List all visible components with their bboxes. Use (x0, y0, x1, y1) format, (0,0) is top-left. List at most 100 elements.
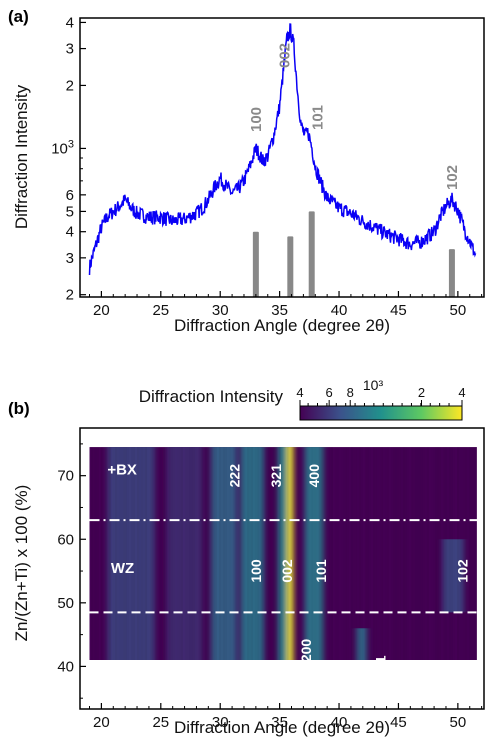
texture-stripe (155, 447, 157, 660)
heatmap-band-5 (240, 447, 265, 660)
texture-stripe (257, 447, 259, 660)
heatmap-y-tick-label-40: 40 (57, 658, 74, 675)
texture-stripe (261, 447, 263, 660)
texture-stripe (287, 447, 289, 660)
heatmap (89, 447, 477, 689)
texture-stripe (347, 447, 349, 660)
texture-stripe (311, 447, 313, 660)
texture-stripe (295, 447, 297, 660)
texture-stripe (361, 447, 363, 660)
texture-stripe (101, 447, 103, 660)
texture-stripe (213, 447, 215, 660)
texture-stripe (181, 447, 183, 660)
texture-stripe (229, 447, 231, 660)
texture-stripe (299, 447, 301, 660)
texture-stripe (150, 447, 151, 689)
reference-bars (252, 211, 455, 297)
panel-b-label: (b) (8, 399, 30, 418)
texture-stripe (375, 447, 377, 660)
texture-stripe (401, 447, 403, 660)
texture-stripe (297, 447, 299, 660)
texture-stripe (355, 447, 357, 660)
texture-stripe (187, 447, 189, 660)
heatmap-peak-label-400: 400 (306, 464, 322, 488)
heatmap-peak-label-101: 101 (313, 559, 329, 583)
texture-stripe (364, 447, 365, 689)
texture-stripe (457, 447, 459, 660)
texture-stripe (359, 447, 361, 660)
texture-stripe (279, 447, 281, 660)
colorbar-exponent: 10³ (363, 377, 384, 393)
colorbar-tick-label-1: 6 (326, 385, 333, 400)
reference-bar-2 (308, 211, 315, 297)
texture-stripe (351, 447, 353, 660)
texture-stripe (463, 447, 465, 660)
heatmap-y-tick-label-70: 70 (57, 468, 74, 485)
texture-stripe (244, 447, 245, 689)
texture-stripe (471, 447, 473, 660)
texture-stripe (334, 447, 335, 689)
texture-stripe (329, 447, 331, 660)
texture-stripe (219, 447, 221, 660)
texture-stripe (249, 447, 251, 660)
x-tick-label-25: 25 (152, 302, 169, 319)
texture-stripe (419, 447, 421, 660)
texture-stripe (445, 447, 447, 660)
texture-stripe (207, 447, 209, 660)
texture-stripe (275, 447, 277, 660)
x-tick-label-30: 30 (212, 302, 229, 319)
y-tick-label-5: 103 (51, 138, 74, 157)
phase-separators (89, 519, 484, 614)
peak-label-102: 102 (444, 165, 461, 190)
texture-stripe (386, 447, 387, 689)
texture-stripe (201, 447, 203, 660)
texture-stripe (109, 447, 111, 660)
reference-bar-1 (287, 236, 294, 297)
texture-stripe (331, 447, 333, 660)
texture-stripe (91, 447, 93, 660)
texture-stripe (113, 447, 115, 660)
heatmap-peak-label-111: 111 (373, 655, 389, 677)
colorbar-tick-label-4: 4 (458, 385, 465, 400)
texture-stripe (131, 447, 133, 660)
y-tick-label-2: 4 (66, 224, 74, 241)
texture-stripe (179, 447, 181, 660)
peak-label-002: 002 (276, 43, 293, 68)
texture-stripe (325, 447, 327, 660)
texture-stripe (115, 447, 117, 660)
texture-stripe (184, 447, 185, 689)
texture-stripe (377, 447, 379, 660)
heatmap-peak-label-222: 222 (227, 464, 243, 488)
texture-stripe (246, 447, 247, 689)
texture-stripe (430, 447, 431, 689)
texture-stripe (161, 447, 163, 660)
texture-stripe (342, 447, 343, 689)
peak-annotations: 100 002 101 102 (248, 43, 461, 190)
texture-stripe (451, 447, 453, 660)
texture-stripe (225, 447, 227, 660)
texture-stripe (353, 447, 355, 660)
y-tick-label-0: 2 (66, 287, 74, 304)
texture-stripe (397, 447, 399, 660)
phase-label-BX: +BX (107, 461, 137, 478)
texture-stripe (410, 447, 411, 689)
texture-stripe (189, 447, 191, 660)
texture-stripe (465, 447, 467, 660)
texture-stripe (203, 447, 205, 660)
heatmap-band-2 (442, 539, 464, 613)
texture-stripe (372, 447, 373, 689)
texture-stripe (271, 447, 273, 660)
texture-stripe (125, 447, 127, 660)
texture-stripe (393, 447, 395, 660)
texture-stripe (417, 447, 419, 660)
heatmap-x-tick-label-20: 20 (93, 714, 110, 731)
texture-stripe (413, 447, 415, 660)
peak-label-100: 100 (248, 107, 265, 132)
plot-frame (79, 17, 485, 298)
texture-stripe (139, 447, 141, 660)
texture-stripe (273, 447, 275, 660)
texture-stripe (263, 447, 265, 660)
texture-stripe (127, 447, 129, 660)
phase-label-RS: +RS (107, 662, 137, 679)
